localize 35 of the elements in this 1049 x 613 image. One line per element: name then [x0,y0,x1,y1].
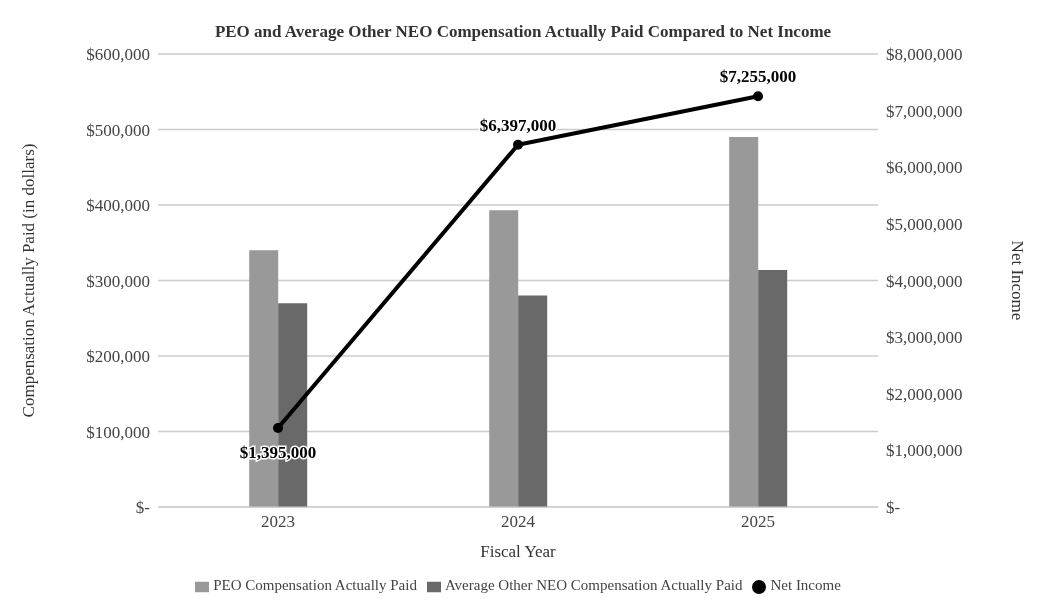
point [513,139,523,150]
x-tick-label: 2025 [741,512,775,532]
data-label: $7,255,000 [719,67,797,87]
x-tick-label: 2023 [261,512,295,532]
y2-tick-label: $4,000,000 [886,271,963,291]
y2-tick-label: $5,000,000 [886,214,963,234]
y-tick-label: $500,000 [86,120,150,140]
y2-tick-label: $8,000,000 [886,45,963,65]
legend-label: Average Other NEO Compensation Actually Paid [444,577,743,593]
y-axis-title: Compensation Actually Paid (in dollars) [19,143,39,418]
point [273,423,283,434]
legend-label: PEO Compensation Actually Paid [213,577,417,593]
y2-tick-label: $3,000,000 [886,328,963,348]
chart-title: PEO and Average Other NEO Compensation Actually Paid Compared to Net Income [213,21,833,43]
x-tick-label: 2024 [501,512,536,532]
bar [758,269,788,507]
bar [729,137,759,507]
y-tick-label: $300,000 [86,271,150,291]
bar [518,295,548,507]
y2-tick-label: $7,000,000 [886,101,963,121]
y-tick-label: $200,000 [86,347,150,367]
y2-tick-label: $1,000,000 [886,441,963,461]
y2-axis-title: Net Income [1007,240,1027,321]
legend-label: Net Income [770,577,841,593]
y-tick-label: $600,000 [86,45,150,65]
y2-tick-label: $6,000,000 [886,158,963,178]
y-tick-label: $100,000 [86,422,150,442]
data-label: $6,397,000 [479,115,557,135]
point [753,91,763,102]
y2-tick-label: $2,000,000 [886,384,963,404]
y-tick-label: $- [135,498,151,518]
y-tick-label: $400,000 [86,196,150,216]
x-axis-title: Fiscal Year [480,542,557,561]
y2-tick-label: $- [886,498,901,518]
bar [489,210,519,507]
